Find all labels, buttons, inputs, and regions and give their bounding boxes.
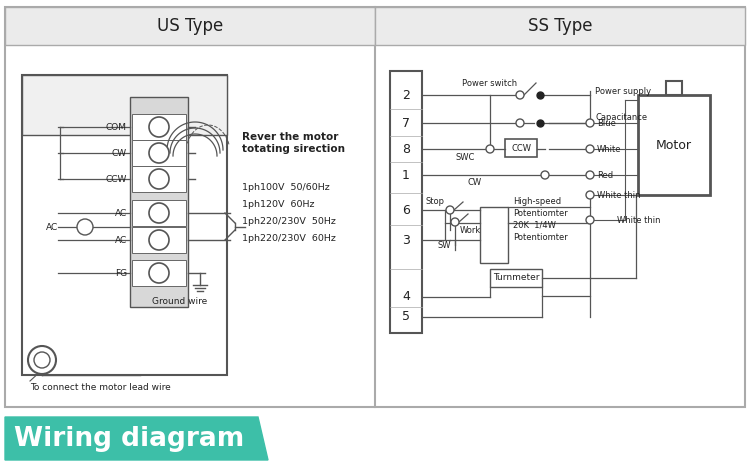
Text: Turnmeter: Turnmeter [493, 273, 539, 283]
Text: 2: 2 [402, 88, 410, 101]
Text: CCW: CCW [106, 174, 127, 184]
Text: AC: AC [46, 222, 58, 232]
Text: 5: 5 [402, 311, 410, 324]
Text: Power switch: Power switch [463, 79, 518, 87]
Bar [5, 7, 375, 45]
Bar [132, 166, 186, 192]
Circle shape [28, 346, 56, 374]
Text: CW: CW [467, 178, 482, 186]
Text: FG: FG [115, 268, 127, 278]
Bar [5, 7, 745, 407]
Bar [490, 269, 542, 287]
Text: AC: AC [115, 235, 127, 245]
Text: 4: 4 [402, 291, 410, 304]
Text: Work: Work [460, 226, 482, 234]
Text: CCW: CCW [511, 144, 531, 153]
Circle shape [451, 218, 459, 226]
Circle shape [586, 191, 594, 199]
Bar [132, 140, 186, 166]
Text: 8: 8 [402, 142, 410, 155]
Text: 1: 1 [402, 168, 410, 181]
Text: Rever the motor: Rever the motor [242, 132, 338, 142]
Text: High-speed: High-speed [513, 197, 561, 206]
Circle shape [486, 145, 494, 153]
Bar [505, 139, 537, 157]
Text: Potentiomter: Potentiomter [513, 208, 568, 218]
Text: Capacitance: Capacitance [595, 113, 647, 121]
Text: Red: Red [597, 171, 613, 179]
Text: 7: 7 [402, 117, 410, 129]
Text: Wiring diagram: Wiring diagram [14, 426, 244, 452]
Text: SS Type: SS Type [528, 17, 592, 35]
Circle shape [149, 263, 169, 283]
Polygon shape [5, 417, 268, 460]
Text: 1ph220/230V  60Hz: 1ph220/230V 60Hz [242, 233, 336, 243]
Circle shape [149, 143, 169, 163]
Text: SW: SW [437, 240, 451, 250]
Text: White thin: White thin [597, 191, 640, 199]
Circle shape [149, 230, 169, 250]
Bar [132, 200, 186, 226]
Text: To connect the motor lead wire: To connect the motor lead wire [30, 383, 171, 392]
Circle shape [586, 119, 594, 127]
Text: Motor: Motor [656, 139, 692, 152]
Text: 3: 3 [402, 233, 410, 246]
Bar [375, 7, 745, 45]
Circle shape [516, 119, 524, 127]
Text: SWC: SWC [456, 153, 476, 161]
Circle shape [34, 352, 50, 368]
Bar [132, 227, 186, 253]
Bar [22, 75, 227, 135]
Bar [130, 97, 188, 307]
Circle shape [516, 91, 524, 99]
Circle shape [149, 117, 169, 137]
Text: White thin: White thin [617, 215, 661, 225]
Bar [132, 260, 186, 286]
Text: White: White [597, 145, 622, 153]
Text: AC: AC [115, 208, 127, 218]
Circle shape [77, 219, 93, 235]
Circle shape [541, 171, 549, 179]
Bar [638, 95, 710, 195]
Bar [480, 207, 508, 263]
Text: totating sirection: totating sirection [242, 144, 345, 154]
Circle shape [586, 145, 594, 153]
Circle shape [149, 203, 169, 223]
Text: CW: CW [112, 148, 127, 158]
Text: 1ph120V  60Hz: 1ph120V 60Hz [242, 199, 314, 208]
Bar [390, 71, 422, 333]
Bar [132, 114, 186, 140]
Text: COM: COM [106, 122, 127, 132]
Circle shape [446, 206, 454, 214]
Text: Power supply: Power supply [595, 86, 651, 95]
Text: 1ph100V  50/60Hz: 1ph100V 50/60Hz [242, 182, 330, 192]
Bar [666, 81, 682, 95]
Text: 6: 6 [402, 204, 410, 217]
Text: Potentiomter: Potentiomter [513, 232, 568, 241]
Circle shape [586, 216, 594, 224]
Bar [22, 75, 227, 375]
Text: 20K  1/4W: 20K 1/4W [513, 220, 556, 230]
Text: Blue: Blue [597, 119, 616, 127]
Text: Ground wire: Ground wire [152, 298, 208, 306]
Text: Stop: Stop [425, 197, 445, 206]
Circle shape [149, 169, 169, 189]
Circle shape [586, 171, 594, 179]
Text: US Type: US Type [157, 17, 224, 35]
Text: 1ph220/230V  50Hz: 1ph220/230V 50Hz [242, 217, 336, 226]
